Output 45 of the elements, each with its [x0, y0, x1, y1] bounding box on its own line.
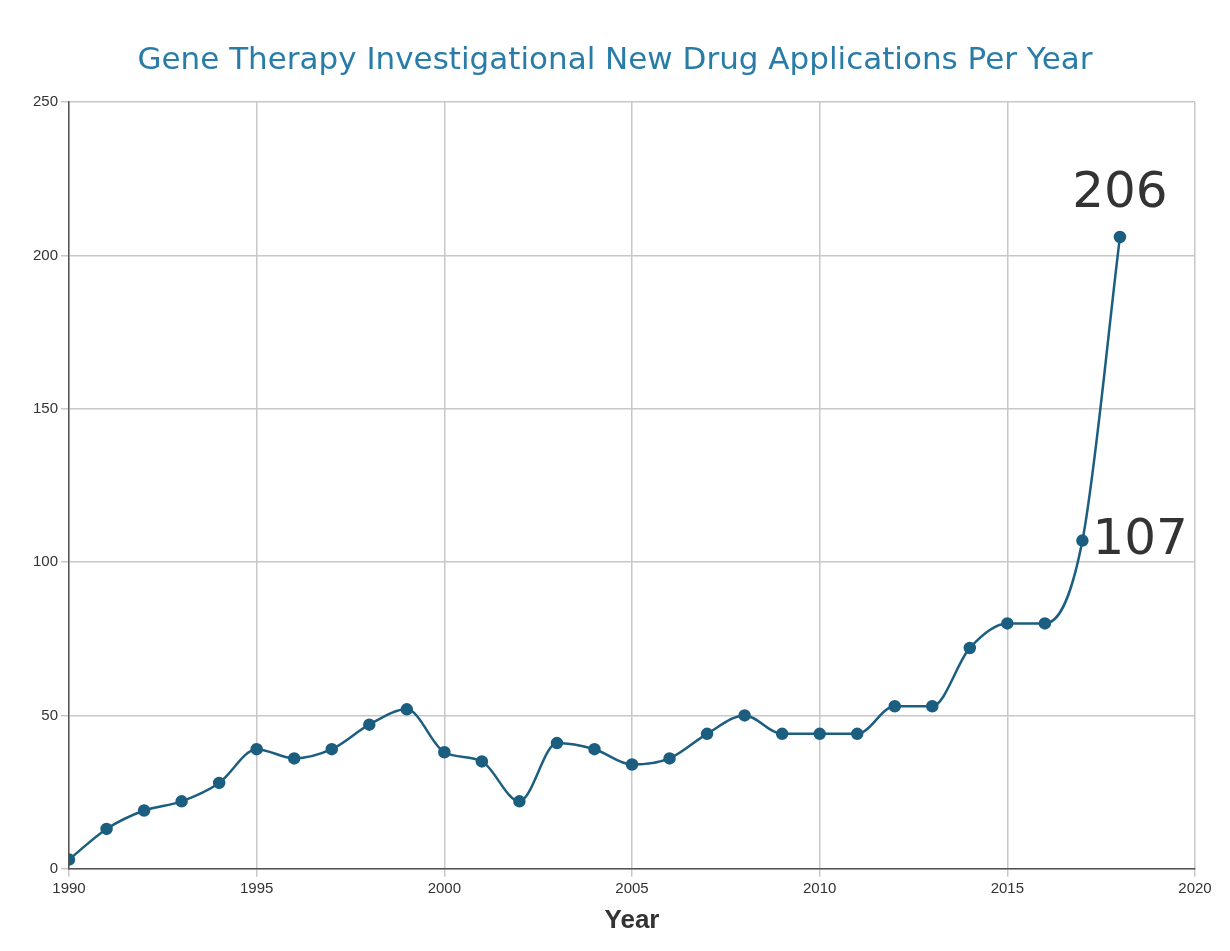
x-tick-label: 2010	[802, 878, 837, 896]
y-tick-label: 200	[33, 245, 59, 263]
point	[250, 742, 263, 756]
y-tick-label: 50	[41, 705, 59, 723]
point	[513, 795, 526, 808]
point	[775, 727, 789, 741]
point	[888, 699, 901, 713]
point	[400, 703, 414, 716]
x-tick-label: 2020	[1178, 878, 1212, 896]
point	[1113, 230, 1127, 244]
point	[813, 727, 826, 741]
x-tick-label: 1995	[240, 878, 274, 896]
point	[700, 727, 714, 741]
data-label: 206	[1072, 160, 1168, 219]
point	[1001, 617, 1014, 630]
chart-title: Gene Therapy Investigational New Drug Applications Per Year	[136, 40, 1094, 76]
y-tick-label: 150	[33, 398, 59, 416]
point	[212, 776, 226, 790]
x-tick-label: 2005	[615, 878, 649, 896]
x-axis-title: Year	[604, 903, 660, 934]
x-tick-label: 2015	[990, 878, 1025, 896]
point	[1076, 534, 1089, 547]
point	[588, 742, 601, 756]
point	[663, 752, 676, 765]
point	[137, 804, 151, 817]
x-tick-label: 2000	[427, 878, 462, 896]
data-label: 107	[1092, 507, 1188, 566]
point	[1038, 617, 1052, 630]
point	[926, 699, 939, 713]
point	[625, 758, 639, 771]
point	[963, 641, 977, 655]
y-tick-label: 100	[33, 552, 59, 570]
point	[550, 736, 564, 750]
point	[438, 746, 451, 759]
x-tick-label: 1990	[52, 878, 86, 896]
y-tick-label: 0	[49, 858, 59, 876]
point	[738, 709, 751, 722]
point	[363, 718, 376, 731]
y-tick-label: 250	[33, 92, 59, 110]
point	[325, 742, 338, 756]
point	[100, 822, 113, 836]
point	[475, 755, 489, 768]
point	[287, 752, 301, 765]
point	[175, 795, 188, 808]
point	[850, 727, 864, 741]
